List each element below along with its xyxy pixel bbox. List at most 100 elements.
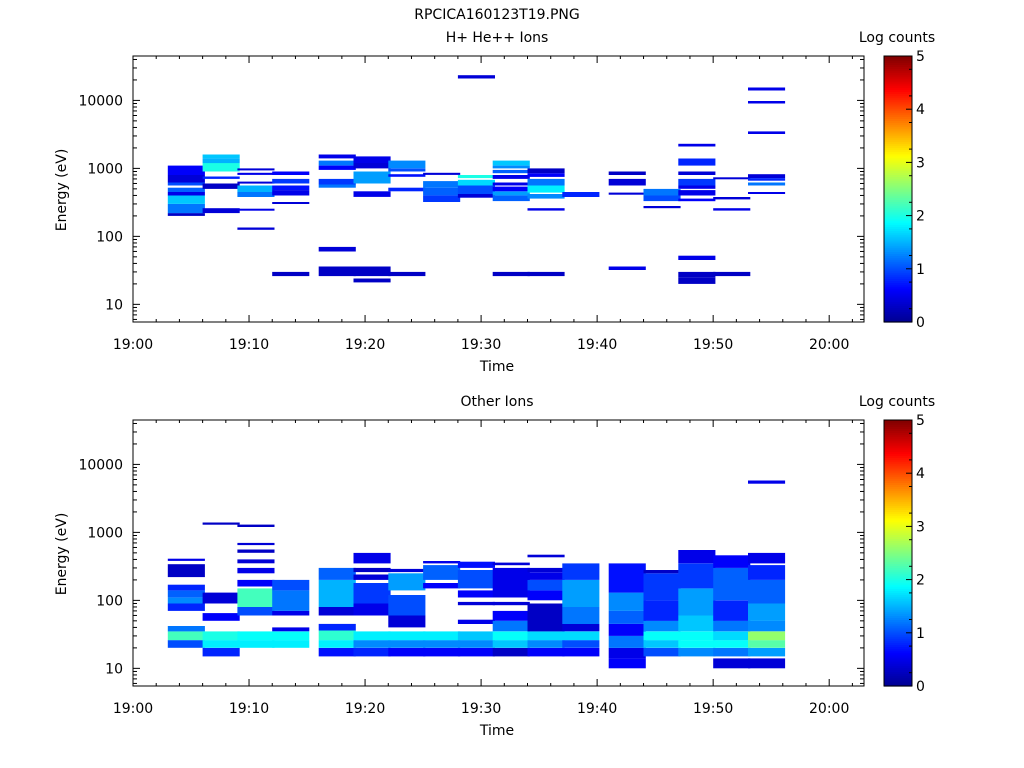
heatmap-cell — [202, 183, 240, 189]
colorbar-swatch — [884, 482, 912, 486]
heatmap-cell — [388, 647, 426, 657]
colorbar-swatch — [884, 673, 912, 677]
heatmap-cell — [457, 194, 495, 198]
heatmap-cell — [678, 588, 716, 616]
colorbar-swatch — [884, 509, 912, 513]
heatmap-cell — [457, 601, 495, 606]
heatmap-cell — [272, 590, 310, 611]
heatmap-cell — [388, 187, 426, 192]
heatmap-cell — [527, 603, 565, 632]
heatmap-cell — [423, 172, 461, 175]
x-tick-label: 19:30 — [461, 337, 501, 353]
colorbar-swatch — [884, 110, 912, 113]
colorbar-swatch — [884, 176, 912, 180]
y-tick-label: 100 — [96, 593, 123, 609]
heatmap-cell — [748, 87, 786, 91]
colorbar-swatch — [884, 449, 912, 452]
heatmap-cell — [237, 567, 275, 574]
heatmap-cell — [527, 647, 565, 657]
colorbar-swatch — [884, 588, 912, 592]
colorbar-swatch — [884, 112, 912, 115]
colorbar-swatch — [884, 213, 912, 217]
heatmap-cell — [457, 647, 495, 657]
heatmap-cell — [202, 647, 240, 657]
heatmap-cell — [237, 542, 275, 546]
colorbar-swatch — [884, 430, 912, 434]
heatmap-cell — [237, 192, 275, 197]
heatmap-cell — [202, 613, 240, 621]
colorbar-swatch — [884, 80, 912, 84]
colorbar-swatch — [884, 230, 912, 234]
colorbar-swatch — [884, 114, 912, 117]
colorbar-swatch — [884, 488, 912, 492]
heatmap-cell — [492, 647, 530, 657]
colorbar-swatch — [884, 436, 912, 440]
colorbar-swatch — [884, 640, 912, 643]
heatmap-cell — [237, 588, 275, 607]
colorbar-swatch — [884, 648, 912, 652]
heatmap-cell — [353, 631, 391, 641]
heatmap-cell — [562, 640, 600, 648]
colorbar-swatch — [884, 197, 912, 200]
colorbar-swatch — [884, 617, 912, 621]
colorbar-swatch — [884, 669, 912, 673]
colorbar-swatch — [884, 141, 912, 144]
colorbar-swatch — [884, 178, 912, 182]
heatmap-cell — [318, 579, 356, 607]
x-tick-label: 19:50 — [693, 337, 733, 353]
heatmap-cell — [562, 631, 600, 641]
colorbar-swatch — [884, 218, 912, 221]
colorbar-swatch — [884, 68, 912, 72]
heatmap-cell — [527, 173, 565, 177]
colorbar-swatch — [884, 240, 912, 244]
colorbar-swatch — [884, 565, 912, 569]
colorbar-swatch — [884, 505, 912, 508]
colorbar-swatch — [884, 432, 912, 436]
heatmap-cell — [678, 615, 716, 632]
heatmap-cell — [678, 277, 716, 284]
heatmap-cell — [527, 554, 565, 558]
heatmap-cell — [423, 647, 461, 657]
colorbar-swatch — [884, 496, 912, 500]
colorbar-swatch — [884, 665, 912, 668]
heatmap-cell — [202, 154, 240, 159]
colorbar-swatch — [884, 280, 912, 284]
x-tick-label: 19:30 — [461, 701, 501, 717]
colorbar-tick-label: 4 — [916, 102, 925, 118]
heatmap-cell — [678, 563, 716, 589]
panel-title: H+ He++ Ions — [446, 30, 549, 46]
colorbar-swatch — [884, 189, 912, 192]
colorbar-swatch — [884, 492, 912, 496]
colorbar-swatch — [884, 166, 912, 169]
colorbar-swatch — [884, 294, 912, 298]
heatmap-cell — [167, 175, 205, 183]
colorbar-swatch — [884, 679, 912, 683]
heatmap-cell — [713, 567, 751, 601]
heatmap-cell — [167, 195, 205, 204]
colorbar-swatch — [884, 652, 912, 656]
heatmap-cell — [678, 198, 716, 202]
colorbar-swatch — [884, 180, 912, 184]
colorbar-swatch — [884, 301, 912, 304]
y-axis-label: Energy (eV) — [54, 149, 70, 232]
colorbar-swatch — [884, 592, 912, 596]
colorbar-swatch — [884, 95, 912, 99]
colorbar-swatch — [884, 284, 912, 288]
colorbar-swatch — [884, 644, 912, 648]
x-tick-label: 19:40 — [577, 701, 617, 717]
colorbar-swatch — [884, 209, 912, 213]
heatmap-cell — [353, 603, 391, 616]
colorbar-swatch — [884, 627, 912, 631]
heatmap-cell — [237, 168, 275, 171]
colorbar-swatch — [884, 519, 912, 523]
heatmap-cell — [748, 552, 786, 564]
colorbar-swatch — [884, 292, 912, 296]
heatmap-cell — [527, 590, 565, 601]
colorbar-swatch — [884, 193, 912, 196]
heatmap-cell — [643, 631, 681, 641]
colorbar-swatch — [884, 228, 912, 232]
colorbar: 0 1 2 3 4 5 — [883, 413, 925, 695]
colorbar-swatch — [884, 575, 912, 579]
colorbar-swatch — [884, 590, 912, 594]
heatmap-cell — [237, 631, 275, 641]
